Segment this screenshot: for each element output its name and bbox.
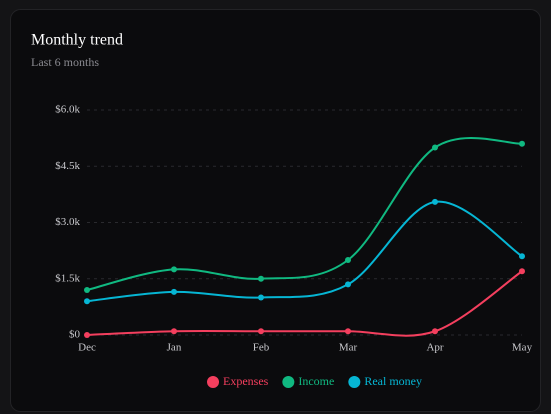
data-point	[258, 294, 264, 301]
data-point	[171, 288, 177, 295]
legend-marker	[282, 376, 295, 388]
y-tick-label: $3.0k	[55, 216, 80, 228]
chart-subtitle: Last 6 months	[31, 55, 99, 69]
x-tick-label: Feb	[253, 342, 270, 354]
y-tick-label: $1.5k	[55, 272, 80, 284]
legend: Expenses Income Real money	[207, 374, 422, 388]
x-tick-label: May	[512, 342, 533, 354]
data-point	[432, 328, 438, 335]
data-point	[258, 328, 264, 335]
y-tick-label: $6.0k	[55, 104, 80, 116]
chart-title: Monthly trend	[31, 32, 123, 49]
data-point	[345, 281, 351, 288]
data-point	[345, 257, 351, 263]
data-point	[432, 198, 438, 205]
data-point	[519, 140, 525, 147]
legend-label: Real money	[364, 374, 422, 388]
data-point	[171, 328, 177, 335]
legend-marker	[207, 376, 220, 388]
data-point	[519, 268, 525, 275]
y-tick-label: $4.5k	[55, 160, 80, 172]
data-point	[84, 298, 90, 305]
x-tick-label: Apr	[426, 342, 443, 354]
data-point	[84, 287, 90, 293]
data-point	[519, 253, 525, 260]
legend-label: Expenses	[223, 374, 269, 388]
data-point	[171, 266, 177, 273]
x-tick-label: Dec	[78, 342, 96, 354]
series-line	[86, 270, 523, 337]
data-point	[258, 275, 264, 282]
series-line	[86, 136, 523, 291]
data-point	[345, 328, 351, 335]
legend-label: Income	[298, 374, 334, 388]
x-tick-label: Mar	[339, 342, 358, 354]
x-tick-label: Jan	[167, 342, 182, 354]
y-tick-label: $0	[69, 329, 81, 341]
series-line	[86, 200, 523, 303]
data-point	[84, 332, 90, 338]
legend-marker	[348, 376, 361, 388]
data-point	[432, 144, 438, 151]
